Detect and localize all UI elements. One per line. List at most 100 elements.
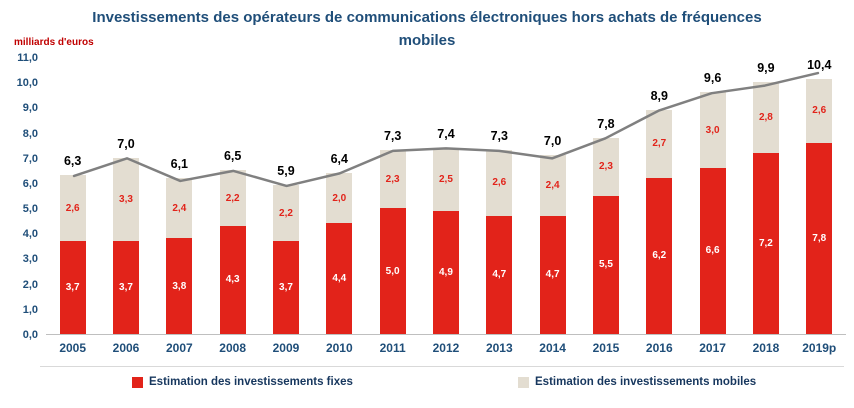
x-axis-label: 2017	[699, 341, 726, 355]
total-label: 6,3	[63, 154, 82, 169]
bar-value-label: 2,6	[812, 105, 827, 117]
bar-segment-fixes: 4,3	[219, 225, 246, 334]
bar-segment-mobiles: 2,0	[326, 172, 353, 224]
legend-item-mobiles: Estimation des investissements mobiles	[518, 376, 756, 388]
y-axis-tick-label: 9,0	[22, 102, 38, 115]
x-axis-label: 2010	[325, 341, 353, 355]
bar-value-label: 3,0	[705, 124, 720, 136]
bar-group: 6,1 2,4 3,8	[153, 58, 206, 334]
bar-value-label: 2,7	[652, 138, 667, 150]
y-axis-tick-label: 1,0	[22, 303, 38, 316]
bar-segment-mobiles: 2,8	[752, 82, 779, 153]
bar-segment-mobiles: 2,5	[432, 147, 459, 211]
chart-title: Investissements des opérateurs de commun…	[92, 9, 762, 49]
x-axis-label: 2014	[539, 341, 566, 355]
bar-value-label: 4,4	[332, 273, 347, 285]
x-axis-label: 2008	[219, 341, 246, 355]
x-axis-label: 2015	[592, 341, 620, 355]
bar-value-label: 2,6	[492, 177, 507, 189]
total-label: 8,9	[650, 88, 668, 103]
y-axis-tick-label: 0,0	[22, 329, 38, 341]
bar-segment-mobiles: 3,3	[112, 157, 139, 241]
bar-value-label: 2,4	[172, 202, 187, 214]
total-label: 7,0	[117, 136, 135, 151]
bar-segment-mobiles: 2,3	[592, 137, 619, 196]
total-label: 7,0	[543, 134, 562, 149]
x-axis-label: 2012	[432, 341, 460, 355]
legend-label: Estimation des investissements fixes	[149, 376, 353, 388]
bar-group: 7,0 2,4 4,7	[526, 58, 579, 334]
bar-segment-fixes: 5,5	[592, 195, 619, 334]
y-axis-tick-label: 5,0	[22, 203, 38, 216]
total-label: 9,6	[703, 71, 722, 86]
bar-group: 7,4 2,5 4,9	[419, 58, 472, 334]
total-label: 10,4	[807, 58, 832, 72]
y-axis-tick-label: 3,0	[22, 253, 38, 266]
bar-segment-fixes: 3,7	[112, 240, 139, 334]
bar-segment-fixes: 4,9	[432, 210, 459, 334]
bar-value-label: 2,6	[65, 202, 80, 214]
bar-value-label: 4,7	[492, 269, 507, 281]
total-label: 7,3	[490, 129, 508, 144]
y-axis-tick-label: 10,0	[16, 77, 38, 90]
bar-group: 6,5 2,2 4,3	[206, 58, 259, 334]
bar-group: 9,6 3,0 6,6	[686, 58, 739, 334]
bar-value-label: 3,7	[65, 281, 80, 293]
bar-group: 6,4 2,0 4,4	[313, 58, 366, 334]
bar-value-label: 3,7	[119, 281, 133, 293]
bar-segment-fixes: 3,7	[59, 240, 86, 334]
bar-segment-mobiles: 2,3	[379, 150, 406, 209]
bar-value-label: 7,2	[758, 237, 773, 249]
total-label: 6,1	[170, 156, 189, 171]
x-axis-label: 2013	[485, 341, 513, 355]
bar-segment-fixes: 7,8	[806, 142, 833, 334]
legend: Estimation des investissements fixes Esti…	[40, 366, 844, 400]
x-axis-label: 2018	[752, 341, 780, 355]
x-axis-label: 2007	[165, 341, 193, 355]
bar-segment-mobiles: 2,6	[486, 150, 513, 216]
y-axis-tick-label: 11,0	[17, 52, 38, 64]
x-axis-label: 2005	[59, 341, 87, 355]
bar-segment-mobiles: 2,4	[539, 155, 566, 216]
y-axis: 0,0 1,0 2,0 3,0 4,0 5,0 6,0 7,0 8,0 9,0 10,0 11,0	[0, 52, 42, 341]
total-label: 7,4	[437, 126, 455, 141]
legend-item-fixes: Estimation des investissements fixes	[132, 376, 353, 388]
y-axis-tick-label: 8,0	[22, 127, 38, 140]
x-axis-label: 2011	[379, 341, 406, 355]
bar-value-label: 2,0	[332, 192, 347, 204]
legend-swatch	[518, 376, 529, 388]
plot-area: 6,3 2,6 3,7 7,0 3,3 3,7 6,1 2,4 3,8 6,5 2,2 4,3 5,9 2…	[46, 58, 846, 335]
x-axis: 2005 2006 2007 2008 2009 2010 2011 2012 2013 2014…	[46, 341, 846, 355]
y-axis-tick-label: 6,0	[22, 177, 38, 190]
bar-value-label: 3,8	[172, 280, 187, 292]
bar-segment-mobiles: 2,2	[272, 185, 299, 241]
bar-value-label: 6,2	[652, 250, 667, 262]
bar-value-label: 7,8	[812, 232, 827, 244]
total-label: 5,9	[277, 164, 295, 179]
bar-value-label: 5,5	[598, 259, 613, 271]
bar-value-label: 2,5	[439, 173, 453, 185]
bar-value-label: 3,3	[119, 193, 133, 205]
y-axis-tick-label: 2,0	[22, 278, 38, 291]
bar-value-label: 2,8	[758, 111, 773, 123]
bar-group: 10,4 2,6 7,8	[793, 58, 846, 334]
total-label: 6,4	[330, 151, 348, 166]
y-axis-tick-label: 7,0	[22, 152, 38, 165]
bar-segment-mobiles: 2,4	[166, 177, 193, 239]
total-label: 7,8	[597, 116, 615, 131]
bar-segment-fixes: 3,8	[166, 238, 193, 334]
x-axis-label: 2019p	[802, 341, 837, 355]
bar-group: 9,9 2,8 7,2	[739, 58, 792, 334]
legend-swatch	[132, 376, 143, 388]
bar-group: 7,3 2,6 4,7	[473, 58, 526, 334]
bar-segment-fixes: 6,2	[646, 177, 673, 334]
bar-value-label: 2,2	[225, 192, 240, 204]
bar-value-label: 4,9	[439, 266, 453, 278]
bar-value-label: 2,3	[385, 173, 400, 185]
bar-value-label: 2,4	[545, 179, 560, 191]
bar-group: 7,0 3,3 3,7	[99, 58, 152, 334]
x-axis-label: 2006	[112, 341, 140, 355]
y-axis-tick-label: 4,0	[22, 228, 38, 241]
bar-value-label: 4,3	[225, 274, 240, 286]
